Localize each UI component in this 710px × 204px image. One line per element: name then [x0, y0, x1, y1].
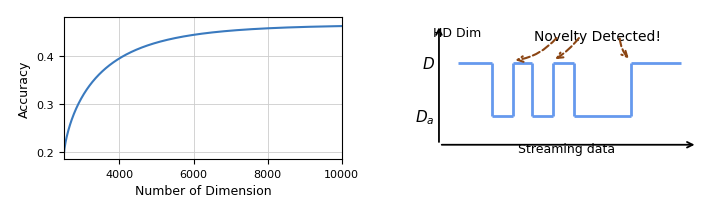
Text: $D$: $D$	[422, 55, 435, 71]
Text: $D_a$: $D_a$	[415, 108, 435, 126]
X-axis label: Number of Dimension: Number of Dimension	[134, 184, 271, 197]
Text: Streaming data: Streaming data	[518, 142, 616, 155]
Text: Novelty Detected!: Novelty Detected!	[534, 30, 661, 43]
Y-axis label: Accuracy: Accuracy	[18, 60, 31, 117]
Text: HD Dim: HD Dim	[433, 27, 481, 40]
